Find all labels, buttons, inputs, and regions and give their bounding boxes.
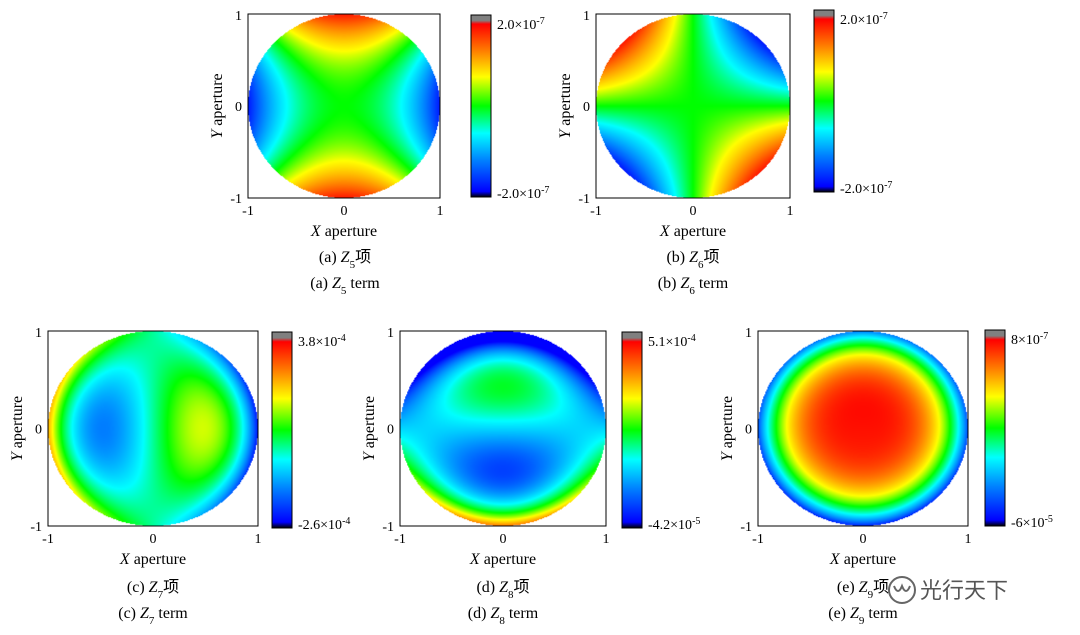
- x-tick-mid: 0: [150, 532, 157, 547]
- x-tick-mid: 0: [500, 532, 507, 547]
- contour-map-c: [48, 331, 258, 526]
- colorbar: [813, 9, 835, 193]
- y-axis-label: Y aperture: [557, 73, 574, 138]
- contour-map-a: [248, 14, 440, 198]
- x-tick-mid: 0: [860, 532, 867, 547]
- colorbar-max-label: 8×10-7: [1011, 331, 1048, 349]
- y-tick-min: -1: [382, 520, 394, 535]
- caption-cn: (d) Z8项: [476, 579, 529, 601]
- watermark-text: 光行天下: [920, 579, 1008, 604]
- y-tick-min: -1: [740, 520, 752, 535]
- x-tick-max: 1: [603, 532, 610, 547]
- colorbar: [621, 331, 643, 529]
- plot-frame: [399, 330, 607, 527]
- y-tick-max: 1: [387, 326, 394, 341]
- x-axis-label: X aperture: [119, 551, 186, 568]
- y-tick-max: 1: [745, 326, 752, 341]
- x-tick-min: -1: [242, 204, 254, 219]
- y-tick-mid: 0: [35, 423, 42, 438]
- y-axis-label: Y aperture: [209, 73, 226, 138]
- contour-map-d: [400, 331, 606, 526]
- y-tick-mid: 0: [235, 100, 242, 115]
- caption-en: (b) Z6 term: [658, 275, 729, 297]
- y-axis-label: Y aperture: [361, 396, 378, 461]
- y-tick-min: -1: [578, 192, 590, 207]
- x-tick-max: 1: [787, 204, 794, 219]
- x-tick-max: 1: [437, 204, 444, 219]
- colorbar-min-label: -6×10-5: [1011, 514, 1053, 532]
- colorbar-min-label: -2.0×10-7: [497, 185, 549, 203]
- y-tick-mid: 0: [387, 423, 394, 438]
- panel-b: 1 0 -1-1 0 1 X aperture Y aperture 2.0×10-7 -2.0…: [557, 9, 892, 297]
- colorbar-max-label: 5.1×10-4: [648, 333, 696, 351]
- x-tick-min: -1: [752, 532, 764, 547]
- colorbar-min-label: -2.0×10-7: [840, 180, 892, 198]
- y-tick-max: 1: [583, 9, 590, 24]
- caption-cn: (a) Z5项: [319, 249, 371, 271]
- plot-frame: [757, 330, 969, 527]
- x-tick-mid: 0: [341, 204, 348, 219]
- plot-frame: [595, 13, 791, 199]
- colorbar: [984, 329, 1006, 527]
- x-axis-label: X aperture: [310, 223, 377, 240]
- colorbar-min-label: -4.2×10-5: [648, 516, 700, 534]
- caption-en: (a) Z5 term: [310, 275, 380, 297]
- colorbar-min-label: -2.6×10-4: [298, 516, 350, 534]
- panel-e: 1 0 -1-1 0 1 X aperture Y aperture 8×10-7 -6×10-…: [719, 326, 1053, 627]
- y-tick-max: 1: [35, 326, 42, 341]
- x-axis-label: X aperture: [469, 551, 536, 568]
- contour-map-e: [758, 331, 968, 526]
- y-tick-mid: 0: [583, 100, 590, 115]
- y-tick-max: 1: [235, 9, 242, 24]
- x-tick-min: -1: [394, 532, 406, 547]
- colorbar: [470, 14, 492, 198]
- caption-en: (c) Z7 term: [118, 605, 188, 627]
- caption-cn: (c) Z7项: [127, 579, 179, 601]
- contour-map-b: [596, 14, 790, 198]
- caption-cn: (b) Z6项: [666, 249, 719, 271]
- y-axis-label: Y aperture: [9, 396, 26, 461]
- caption-cn: (e) Z9项: [837, 579, 889, 601]
- panel-c: 1 0 -1-1 0 1 X aperture Y aperture 3.8×10-4 -2.6…: [9, 326, 350, 627]
- x-tick-max: 1: [255, 532, 262, 547]
- x-axis-label: X aperture: [659, 223, 726, 240]
- colorbar-max-label: 3.8×10-4: [298, 333, 346, 351]
- x-tick-max: 1: [965, 532, 972, 547]
- y-tick-mid: 0: [745, 423, 752, 438]
- colorbar-max-label: 2.0×10-7: [840, 11, 888, 29]
- y-tick-min: -1: [230, 192, 242, 207]
- colorbar-max-label: 2.0×10-7: [497, 16, 545, 34]
- plot-frame: [247, 13, 441, 199]
- panel-a: 1 0 -1-1 0 1 X aperture Y aperture 2.0×10-7 -2.0…: [209, 9, 549, 297]
- caption-en: (d) Z8 term: [468, 605, 539, 627]
- colorbar: [271, 331, 293, 529]
- wechat-channel-icon: [888, 576, 916, 604]
- x-tick-min: -1: [590, 204, 602, 219]
- watermark: 光行天下: [888, 576, 1008, 604]
- caption-en: (e) Z9 term: [828, 605, 898, 627]
- x-tick-mid: 0: [690, 204, 697, 219]
- panel-d: 1 0 -1-1 0 1 X aperture Y aperture 5.1×10-4 -4.2…: [361, 326, 700, 627]
- x-axis-label: X aperture: [829, 551, 896, 568]
- y-tick-min: -1: [30, 520, 42, 535]
- plot-frame: [47, 330, 259, 527]
- x-tick-min: -1: [42, 532, 54, 547]
- y-axis-label: Y aperture: [719, 396, 736, 461]
